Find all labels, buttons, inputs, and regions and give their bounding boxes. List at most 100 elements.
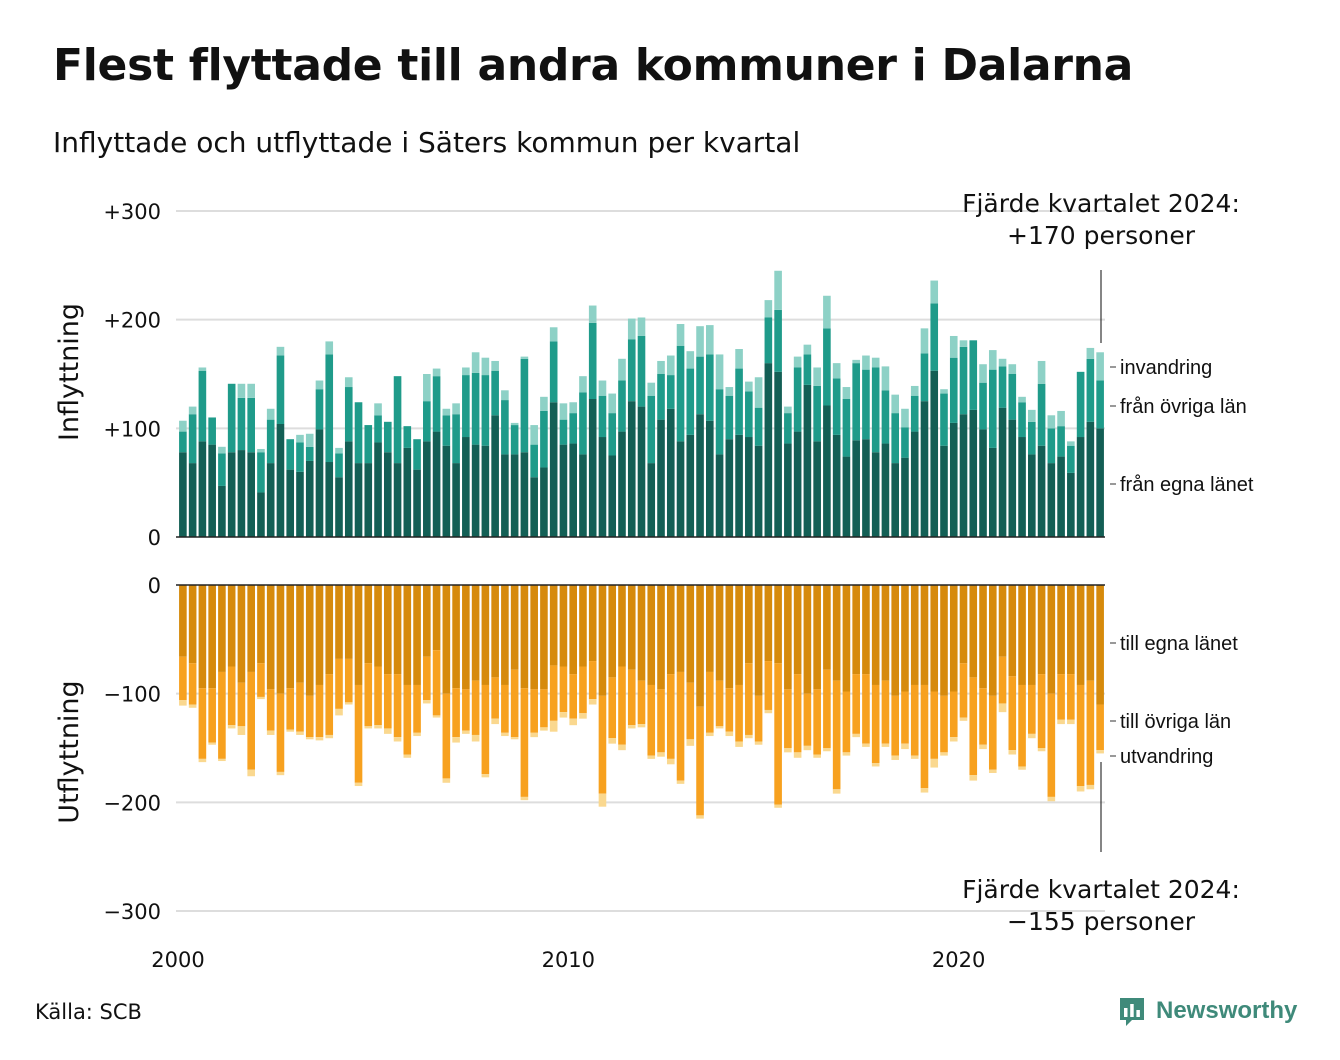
bar-in-egna <box>998 407 1007 537</box>
bar-in-ovriga <box>1047 428 1056 464</box>
bar-in-ovriga <box>891 413 900 464</box>
bar-out-ovriga <box>930 691 939 759</box>
bar-out-ovriga <box>540 689 548 728</box>
bar-in-ovriga <box>637 335 646 407</box>
bar-in-ovriga <box>784 413 792 444</box>
bar-out-egna <box>1057 585 1065 675</box>
bar-in-ovriga <box>530 444 538 478</box>
bar-in-ovriga <box>842 398 851 457</box>
bar-in-invandring <box>598 380 607 396</box>
bar-in-egna <box>930 370 939 537</box>
bar-in-egna <box>237 450 246 537</box>
bar-out-egna <box>706 585 714 672</box>
bar-out-ovriga <box>208 688 216 743</box>
bar-in-invandring <box>725 387 734 396</box>
bar-in-ovriga <box>881 390 890 444</box>
bar-out-utvandring <box>891 755 900 760</box>
bar-out-ovriga <box>735 684 743 742</box>
bar-in-egna <box>501 454 509 537</box>
bar-out-egna <box>569 585 577 675</box>
bar-out-egna <box>540 585 548 690</box>
bar-in-invandring <box>706 325 714 355</box>
bar-out-egna <box>793 585 802 675</box>
bar-in-ovriga <box>676 345 685 442</box>
bar-in-invandring <box>774 270 782 310</box>
bar-in-egna <box>344 441 353 537</box>
bar-out-ovriga <box>588 661 597 700</box>
bar-out-egna <box>862 585 870 675</box>
bar-out-ovriga <box>1047 693 1056 797</box>
bar-out-utvandring <box>608 738 617 744</box>
bar-out-ovriga <box>1067 674 1075 720</box>
bar-in-invandring <box>949 335 958 358</box>
bar-in-invandring <box>442 408 451 416</box>
bar-in-egna <box>608 455 617 537</box>
bar-in-ovriga <box>823 328 831 406</box>
bar-in-invandring <box>1037 360 1046 384</box>
bar-in-invandring <box>335 447 343 454</box>
bar-out-egna <box>344 585 353 659</box>
bar-out-egna <box>598 585 607 696</box>
bar-in-ovriga <box>452 414 460 464</box>
bar-in-invandring <box>423 374 431 402</box>
bar-in-egna <box>471 444 480 537</box>
bar-out-egna <box>940 585 948 696</box>
bar-out-egna <box>637 585 646 681</box>
series-label-out: utvandring <box>1120 746 1213 768</box>
bar-in-invandring <box>959 340 968 347</box>
annotation-latest-quarter: Fjärde kvartalet 2024: <box>962 189 1240 218</box>
bar-out-ovriga <box>501 684 509 733</box>
bar-in-invandring <box>608 393 617 414</box>
bar-in-egna <box>374 442 382 537</box>
bar-out-ovriga <box>666 674 675 759</box>
bar-out-egna <box>296 585 304 683</box>
bar-in-invandring <box>374 403 382 416</box>
bar-in-egna <box>920 401 929 537</box>
bar-out-utvandring <box>286 729 295 732</box>
bar-in-egna <box>305 460 314 537</box>
bar-in-ovriga <box>1067 445 1075 473</box>
bar-out-utvandring <box>706 732 714 737</box>
bar-out-utvandring <box>179 700 187 706</box>
bar-out-egna <box>764 585 773 662</box>
bar-out-utvandring <box>530 732 538 738</box>
bar-out-ovriga <box>598 695 607 794</box>
bar-out-egna <box>218 585 226 672</box>
y-tick-label-out: −300 <box>103 900 161 924</box>
bar-out-utvandring <box>735 741 743 747</box>
bar-in-egna <box>510 454 519 537</box>
bar-out-ovriga <box>393 674 402 738</box>
bar-in-invandring <box>266 408 275 420</box>
bar-in-ovriga <box>374 415 382 443</box>
bar-out-egna <box>588 585 597 662</box>
bar-in-egna <box>540 467 548 537</box>
bar-out-ovriga <box>842 691 851 753</box>
bar-out-egna <box>959 585 968 664</box>
bar-in-ovriga <box>549 341 558 403</box>
bar-out-ovriga <box>784 689 792 748</box>
bar-in-egna <box>530 477 538 537</box>
bar-in-ovriga <box>413 439 421 470</box>
bar-in-egna <box>1067 472 1075 537</box>
bar-out-ovriga <box>901 691 909 744</box>
bar-in-ovriga <box>315 389 324 430</box>
bar-in-invandring <box>686 351 695 369</box>
bar-out-ovriga <box>481 684 490 775</box>
bar-in-egna <box>1018 437 1026 537</box>
bar-out-ovriga <box>286 688 295 730</box>
bar-out-utvandring <box>1057 719 1065 725</box>
bar-out-ovriga <box>569 674 577 719</box>
bar-out-utvandring <box>540 727 548 731</box>
bar-out-egna <box>393 585 402 675</box>
bar-in-ovriga <box>647 395 656 464</box>
bar-out-egna <box>579 585 587 667</box>
bar-out-utvandring <box>559 712 568 718</box>
bar-out-ovriga <box>1086 680 1095 785</box>
bar-in-ovriga <box>364 425 373 464</box>
bar-out-egna <box>383 585 392 675</box>
bar-in-ovriga <box>1008 374 1017 420</box>
bar-in-ovriga <box>266 419 275 464</box>
bar-in-egna <box>588 398 597 537</box>
bar-in-egna <box>227 452 236 537</box>
bar-in-invandring <box>257 448 265 453</box>
